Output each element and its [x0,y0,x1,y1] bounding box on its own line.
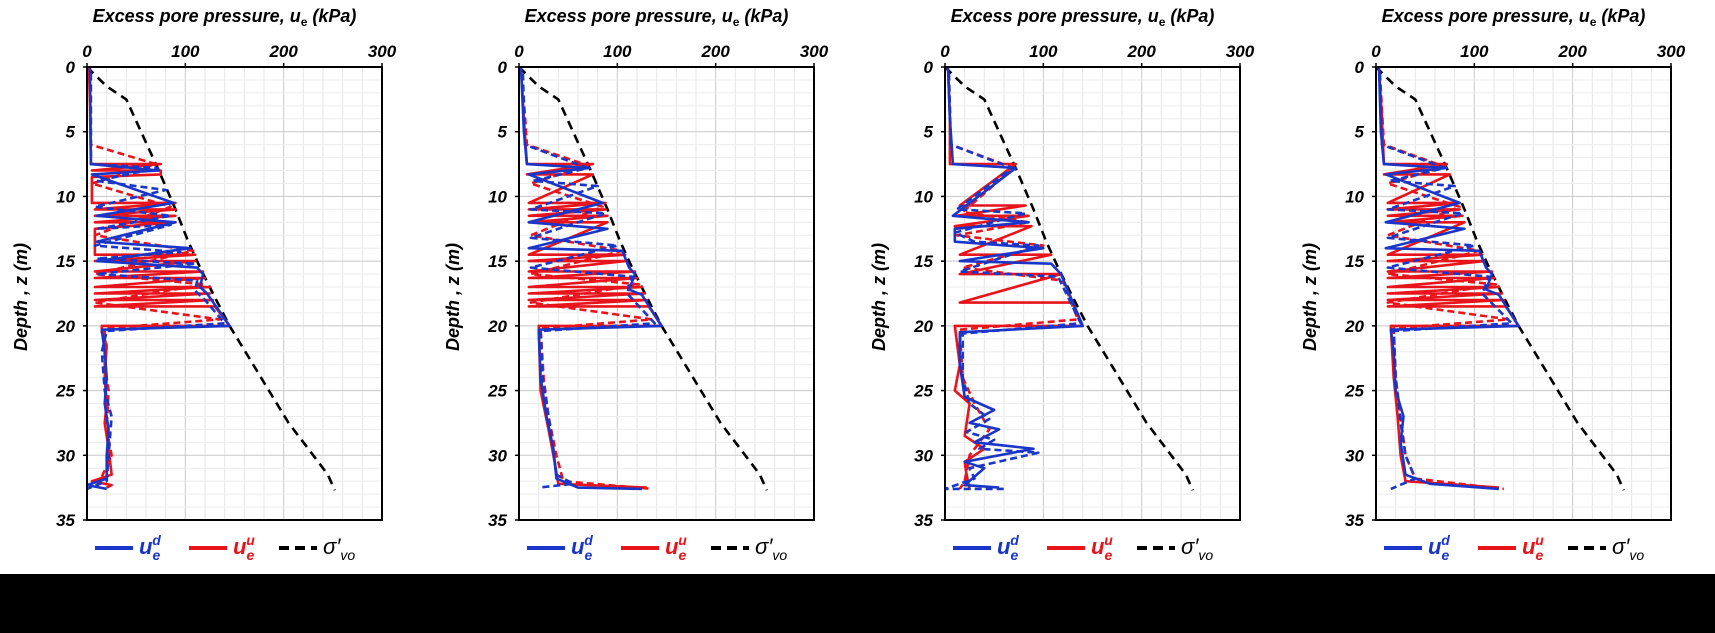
legend-label-2: ueu [1522,532,1544,563]
legend-label-3: σ′vo [323,534,355,563]
x-tick-label: 300 [800,42,829,61]
plot-frame [944,66,1241,521]
x-tick-label: 100 [1029,42,1058,61]
y-tick-label: 30 [1345,446,1364,465]
y-tick-label: 20 [913,317,933,336]
series-group [945,67,1194,491]
y-tick-label: 25 [913,382,933,401]
y-axis-title: Depth , z (m) [1300,243,1320,351]
chart-panel-4: 0 100 200 300 0 5 10 15 20 25 30 35 Excess pore pres… [1300,6,1686,563]
series-line-sigma-vo [87,67,336,491]
series-group [519,67,768,491]
x-tick-label: 300 [1226,42,1255,61]
series-line-u-e-d-dashed [521,73,656,489]
legend: ued ueu σ′vo [1384,532,1644,563]
series-line-u-e-u-dashed [947,73,1080,490]
chart-panel-3: 0 100 200 300 0 5 10 15 20 25 30 35 Excess pore pres… [869,6,1255,563]
legend-label-3: σ′vo [1612,534,1644,563]
series-line-u-e-d-dashed [1378,73,1513,491]
y-tick-label: 15 [56,252,75,271]
series-line-u-e-u [519,67,663,489]
legend: ued ueu σ′vo [95,532,355,563]
y-tick-label: 20 [1344,317,1364,336]
footer-band [0,574,1715,633]
y-tick-label: 5 [924,123,934,142]
plot-frame [1375,66,1672,521]
x-tick-label: 300 [1657,42,1686,61]
y-tick-label: 5 [498,123,508,142]
series-line-u-e-d [946,67,1084,489]
y-tick-label: 30 [488,446,507,465]
y-tick-label: 0 [1355,58,1365,77]
legend-label-1: ued [997,532,1019,563]
x-tick-label: 0 [82,42,92,61]
legend-label-3: σ′vo [755,534,787,563]
x-tick-label: 0 [514,42,524,61]
legend-label-3: σ′vo [1181,534,1213,563]
y-tick-label: 25 [55,382,75,401]
x-tick-label: 0 [1371,42,1381,61]
y-tick-label: 30 [56,446,75,465]
legend-label-1: ued [1428,532,1450,563]
legend-label-1: ued [139,532,161,563]
y-tick-label: 10 [488,187,507,206]
x-axis-title: Excess pore pressure, ue (kPa) [525,6,789,29]
y-tick-label: 20 [487,317,507,336]
y-tick-label: 0 [66,58,76,77]
legend: ued ueu σ′vo [953,532,1213,563]
series-line-u-e-u-dashed [520,73,654,491]
y-tick-label: 25 [487,382,507,401]
y-tick-label: 35 [488,511,507,530]
x-tick-label: 200 [1126,42,1156,61]
y-tick-label: 5 [66,123,76,142]
plot-frame [86,66,383,521]
x-axis-title: Excess pore pressure, ue (kPa) [951,6,1215,29]
y-tick-label: 15 [1345,252,1364,271]
y-tick-label: 15 [488,252,507,271]
x-axis-title: Excess pore pressure, ue (kPa) [1382,6,1646,29]
y-tick-label: 10 [914,187,933,206]
y-axis-title: Depth , z (m) [869,243,889,351]
chart-panel-2: 0 100 200 300 0 5 10 15 20 25 30 35 Excess pore pres… [443,6,829,563]
x-tick-label: 200 [700,42,730,61]
y-axis-title: Depth , z (m) [443,243,463,351]
y-tick-label: 15 [914,252,933,271]
y-tick-label: 30 [914,446,933,465]
x-tick-label: 100 [171,42,200,61]
series-line-u-e-d [1377,67,1520,491]
y-axis-title: Depth , z (m) [11,243,31,351]
series-group [87,67,336,491]
plot-frame [518,66,815,521]
y-tick-label: 35 [914,511,933,530]
x-tick-label: 100 [1460,42,1489,61]
y-tick-label: 5 [1355,123,1365,142]
x-tick-label: 300 [368,42,397,61]
legend: ued ueu σ′vo [527,532,787,563]
y-tick-label: 0 [498,58,508,77]
legend-label-2: ueu [665,532,687,563]
y-tick-label: 10 [1345,187,1364,206]
y-tick-label: 0 [924,58,934,77]
y-tick-label: 25 [1344,382,1364,401]
series-line-u-e-d-dashed [945,73,1082,491]
series-line-sigma-vo [945,67,1194,491]
x-tick-label: 100 [603,42,632,61]
y-tick-label: 20 [55,317,75,336]
legend-label-2: ueu [233,532,255,563]
x-axis-title: Excess pore pressure, ue (kPa) [93,6,357,29]
series-line-u-e-d-dashed [87,73,226,491]
legend-label-2: ueu [1091,532,1113,563]
chart-panel-1: 0 100 200 300 0 5 10 15 20 25 30 35 Excess pore pres… [11,6,397,563]
series-line-u-e-d [87,67,231,491]
series-group [1376,67,1625,491]
x-tick-label: 0 [940,42,950,61]
x-tick-label: 200 [268,42,298,61]
y-tick-label: 10 [56,187,75,206]
y-tick-label: 35 [56,511,75,530]
y-tick-label: 35 [1345,511,1364,530]
legend-label-1: ued [571,532,593,563]
x-tick-label: 200 [1557,42,1587,61]
